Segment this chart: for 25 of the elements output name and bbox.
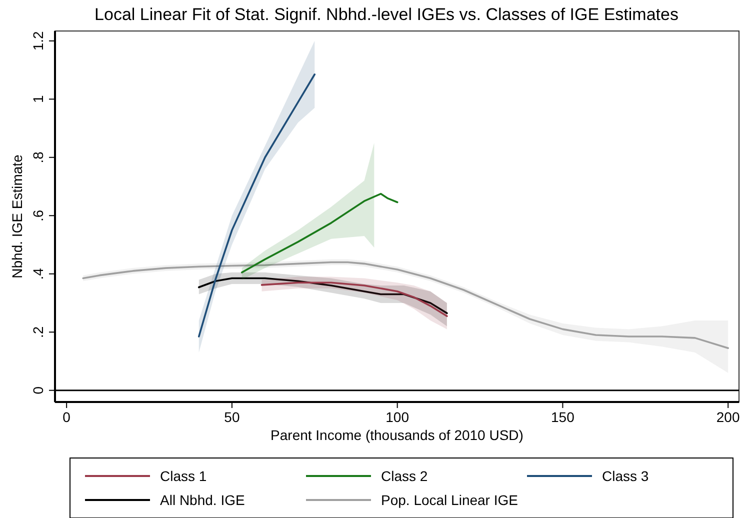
- chart-title: Local Linear Fit of Stat. Signif. Nbhd.-level IGEs vs. Classes of IGE Estimates: [94, 5, 678, 24]
- line-series: [198, 277, 448, 314]
- y-tick-label: .2: [30, 326, 46, 338]
- y-tick-label: .8: [30, 151, 46, 164]
- legend-label: Class 1: [160, 468, 207, 484]
- x-tick-label: 0: [62, 409, 71, 425]
- legend-label: Class 3: [602, 468, 649, 484]
- x-tick-label: 100: [386, 409, 410, 425]
- legend-label: All Nbhd. IGE: [160, 492, 245, 508]
- line-series: [82, 261, 729, 350]
- y-tick-label: 1.2: [30, 30, 46, 51]
- legend-label: Class 2: [381, 468, 428, 484]
- y-tick-label: 1: [30, 95, 46, 104]
- y-tick-label: 0: [30, 386, 46, 394]
- line-series: [260, 282, 448, 317]
- legend-label: Pop. Local Linear IGE: [381, 492, 518, 508]
- x-tick-label: 50: [224, 409, 240, 425]
- x-axis-title: Parent Income (thousands of 2010 USD): [270, 427, 524, 443]
- y-axis-title: Nbhd. IGE Estimate: [9, 154, 25, 278]
- y-tick-label: .4: [30, 268, 46, 280]
- x-tick-label: 150: [551, 409, 575, 425]
- line-series: [198, 73, 316, 338]
- x-tick-label: 200: [716, 409, 740, 425]
- y-tick-label: .6: [30, 210, 46, 222]
- line-series: [240, 192, 398, 274]
